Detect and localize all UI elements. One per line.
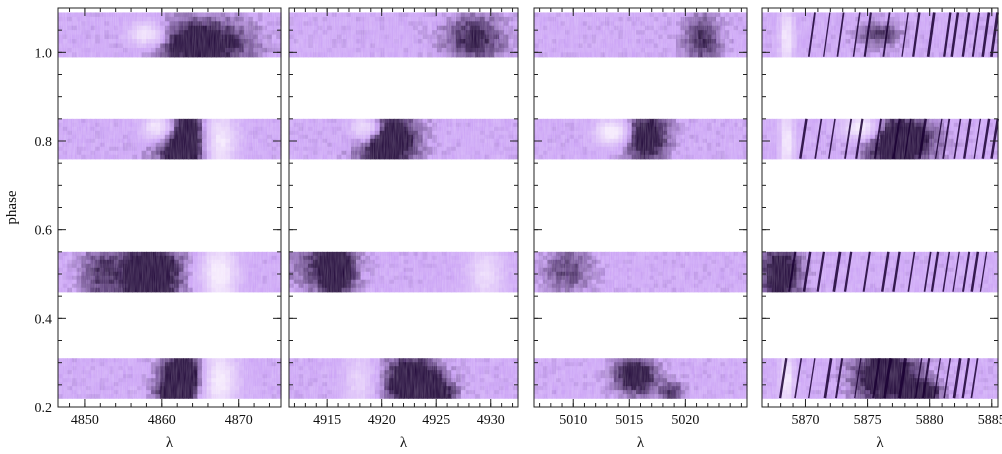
band-noise [289, 251, 518, 292]
x-tick-label: 4925 [422, 413, 450, 428]
panel-frame [288, 7, 519, 408]
band-noise [58, 251, 281, 292]
phase-band [289, 358, 519, 399]
panel-2: 4915 4920 4925 4930 λ [288, 7, 519, 451]
phase-band [58, 358, 282, 399]
band-noise [58, 118, 281, 159]
phase-band [289, 12, 519, 58]
phase-band [58, 118, 282, 160]
band-noise [58, 358, 281, 399]
phase-band [58, 12, 282, 58]
x-tick-label: 4930 [477, 413, 505, 428]
x-tick-label: 4850 [71, 413, 99, 428]
phase-band [289, 118, 519, 160]
band-noise [289, 358, 518, 399]
phase-band [534, 251, 748, 293]
x-tick-label: 4870 [225, 413, 253, 428]
x-tick-label: 4920 [368, 413, 396, 428]
x-axis-label: λ [400, 435, 408, 451]
band-noise [534, 358, 747, 399]
band-noise [289, 12, 518, 57]
phase-band [58, 251, 282, 293]
panels-layer: 4850 4860 4870 λ 4915 4920 4925 4930 λ 5010 5015 50… [57, 7, 1002, 451]
panel-frame [57, 7, 282, 408]
band-noise [58, 12, 281, 57]
x-tick-label: 4915 [313, 413, 341, 428]
band-noise [289, 118, 518, 159]
x-tick-label: 4860 [148, 413, 176, 428]
panel-1: 4850 4860 4870 λ [57, 7, 282, 451]
phase-band [534, 358, 748, 399]
phase-band [289, 251, 519, 293]
x-axis-label: λ [166, 435, 174, 451]
